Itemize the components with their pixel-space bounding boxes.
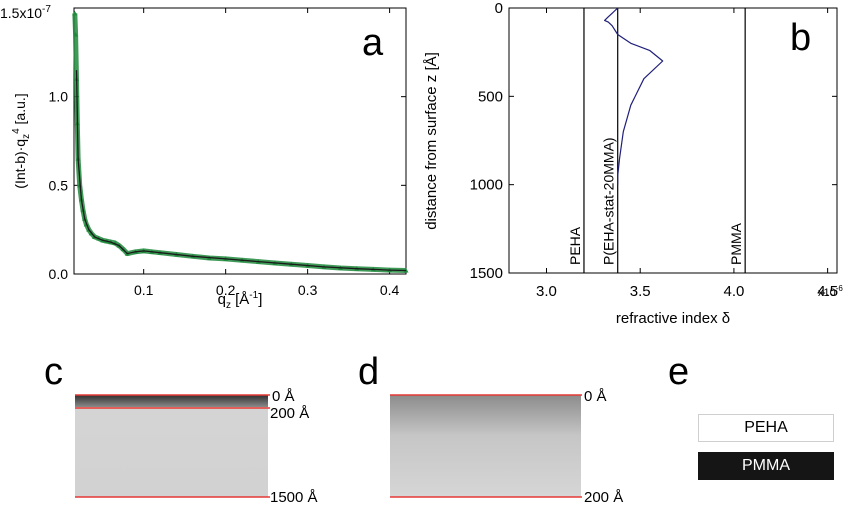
panel-b-reference-label: PEHA [567, 226, 583, 265]
panel-b-x-tick-label: 3.0 [536, 283, 557, 300]
panel-b-y-tick-label: 500 [478, 88, 503, 105]
panel-d: d 0 Å 200 Å [358, 351, 623, 506]
panel-e-letter: e [668, 351, 689, 393]
panel-b-x-tick-label: 4.0 [723, 283, 744, 300]
legend-peha: PEHA [698, 414, 834, 442]
panel-a-fit-line [75, 70, 407, 272]
panel-a-data-point [72, 10, 78, 16]
panel-a-y-tick-label: 0.5 [49, 177, 69, 193]
panel-b-y-tick-label: 1500 [470, 265, 503, 282]
panel-a-y-tick-label: 1.0 [49, 89, 69, 105]
panel-a-plot-frame [73, 7, 407, 275]
panel-a-x-tick-label: 0.1 [134, 282, 154, 298]
panel-d-layer [390, 395, 581, 497]
panel-a: a 1.5x10-7 (Int-b)·qz4 [a.u.] qz [Å-1] 0… [0, 4, 409, 311]
panel-b-x-axis-label: refractive index δ [616, 310, 730, 327]
legend-pmma: PMMA [698, 452, 834, 480]
panel-a-scale-label: 1.5x10-7 [0, 4, 51, 21]
panel-b-reference-lines: PEHA P(EHA-stat-20MMA) PMMA [567, 8, 746, 273]
panel-b: b x10-6 distance from surface z [Å] refr… [423, 0, 843, 327]
panel-c-label-1500: 1500 Å [270, 489, 318, 506]
panel-b-plot-frame [508, 7, 838, 274]
panel-b-x-tick-label: 4.5 [817, 283, 838, 300]
panel-d-letter: d [358, 351, 379, 393]
panel-b-x-tick-label: 3.5 [630, 283, 651, 300]
panel-a-series [72, 10, 409, 273]
panel-a-ticks: 0.1 0.2 0.3 0.4 0.0 0.5 1.0 [49, 8, 406, 298]
panel-d-label-0: 0 Å [584, 388, 607, 405]
panel-c-substrate [75, 407, 268, 497]
panel-c-letter: c [44, 351, 63, 393]
panel-a-data-band [72, 13, 407, 273]
panel-c-label-0: 0 Å [272, 388, 295, 405]
panel-b-letter: b [790, 17, 811, 59]
panel-b-reference-label: PMMA [728, 222, 744, 265]
panel-a-data-point [73, 32, 79, 37]
panel-b-series [604, 7, 664, 185]
panel-b-y-tick-label: 1000 [470, 177, 503, 194]
panel-a-x-tick-label: 0.2 [216, 282, 236, 298]
panel-a-letter: a [362, 22, 384, 64]
panel-a-y-tick-label: 0.0 [49, 266, 69, 282]
panel-b-y-tick-label: 0 [495, 0, 503, 17]
panel-c-top-layer [75, 395, 268, 407]
panel-c: c 0 Å 200 Å 1500 Å [44, 351, 318, 506]
panel-a-x-tick-label: 0.3 [298, 282, 318, 298]
panel-c-label-200: 200 Å [270, 405, 309, 422]
panel-a-x-tick-label: 0.4 [380, 282, 400, 298]
panel-b-profile-line [604, 7, 664, 185]
panel-b-y-axis-label: distance from surface z [Å] [423, 52, 440, 230]
panel-a-y-axis-label: (Int-b)·qz4 [a.u.] [11, 93, 32, 188]
panel-d-label-200: 200 Å [584, 489, 623, 506]
panel-b-ticks: 3.0 3.5 4.0 4.5 0 500 1000 1500 [470, 0, 838, 300]
panel-b-reference-label: P(EHA-stat-20MMA) [601, 137, 617, 265]
